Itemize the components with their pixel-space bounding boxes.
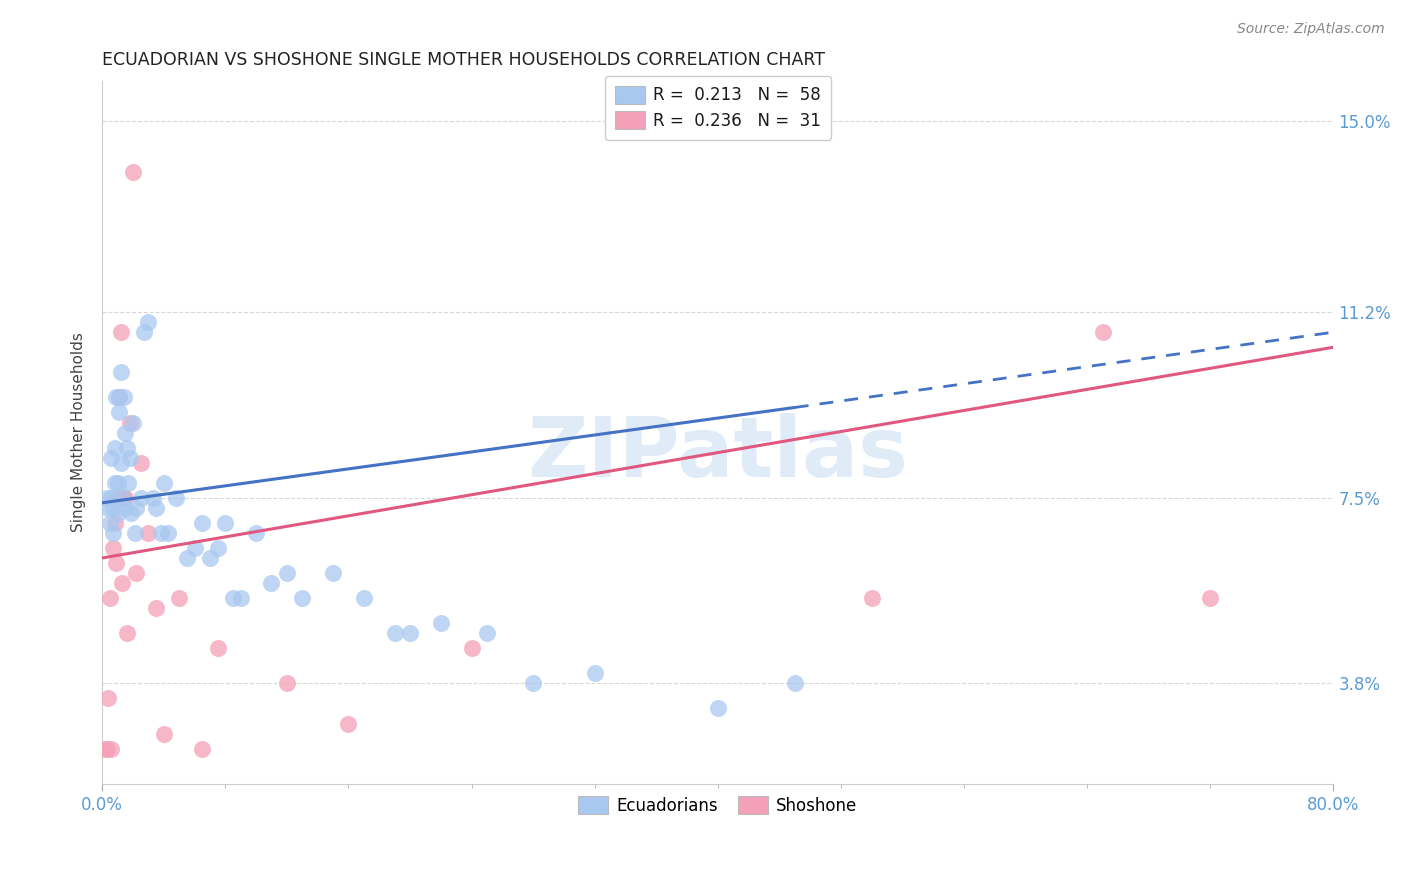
Text: Source: ZipAtlas.com: Source: ZipAtlas.com: [1237, 22, 1385, 37]
Point: [108, 391, 131, 405]
Point: [707, 701, 730, 715]
Point: [245, 525, 267, 540]
Point: [98, 516, 121, 530]
Point: [291, 591, 314, 606]
Point: [97, 691, 120, 706]
Point: [430, 616, 453, 631]
Point: [152, 475, 174, 490]
Point: [105, 391, 128, 405]
Point: [103, 441, 125, 455]
Point: [353, 591, 375, 606]
Point: [125, 500, 148, 515]
Point: [114, 425, 136, 440]
Point: [103, 475, 125, 490]
Point: [96, 741, 118, 756]
Point: [110, 325, 132, 339]
Point: [165, 491, 187, 505]
Point: [132, 325, 155, 339]
Point: [167, 591, 190, 606]
Point: [122, 416, 145, 430]
Point: [124, 525, 146, 540]
Point: [322, 566, 344, 580]
Point: [260, 576, 283, 591]
Point: [149, 525, 172, 540]
Point: [145, 500, 167, 515]
Text: ECUADORIAN VS SHOSHONE SINGLE MOTHER HOUSEHOLDS CORRELATION CHART: ECUADORIAN VS SHOSHONE SINGLE MOTHER HOU…: [103, 51, 825, 69]
Point: [384, 626, 406, 640]
Point: [118, 416, 141, 430]
Point: [101, 541, 124, 555]
Point: [105, 556, 128, 570]
Point: [112, 391, 135, 405]
Point: [337, 716, 360, 731]
Point: [276, 566, 298, 580]
Point: [115, 626, 138, 640]
Point: [114, 500, 136, 515]
Point: [101, 525, 124, 540]
Point: [100, 450, 122, 465]
Point: [460, 641, 482, 656]
Legend: Ecuadorians, Shoshone: Ecuadorians, Shoshone: [568, 786, 868, 824]
Point: [107, 491, 129, 505]
Point: [94, 741, 117, 756]
Point: [522, 676, 544, 690]
Point: [1091, 325, 1114, 339]
Point: [783, 676, 806, 690]
Point: [475, 626, 498, 640]
Point: [96, 491, 118, 505]
Point: [860, 591, 883, 606]
Point: [142, 491, 165, 505]
Point: [183, 541, 205, 555]
Point: [583, 666, 606, 681]
Point: [229, 591, 252, 606]
Point: [138, 525, 160, 540]
Point: [191, 516, 214, 530]
Point: [176, 551, 198, 566]
Point: [120, 506, 142, 520]
Point: [117, 475, 139, 490]
Point: [110, 365, 132, 379]
Point: [207, 541, 229, 555]
Point: [145, 601, 167, 615]
Point: [100, 741, 122, 756]
Point: [115, 441, 138, 455]
Point: [276, 676, 298, 690]
Point: [112, 491, 135, 505]
Point: [108, 391, 131, 405]
Point: [129, 491, 152, 505]
Text: ZIPatlas: ZIPatlas: [527, 413, 908, 494]
Point: [107, 475, 129, 490]
Point: [152, 726, 174, 740]
Point: [98, 591, 121, 606]
Point: [111, 491, 134, 505]
Point: [1199, 591, 1222, 606]
Point: [129, 456, 152, 470]
Point: [198, 551, 221, 566]
Point: [191, 741, 214, 756]
Point: [125, 566, 148, 580]
Point: [114, 491, 136, 505]
Point: [399, 626, 422, 640]
Point: [107, 506, 129, 520]
Point: [97, 500, 120, 515]
Point: [157, 525, 180, 540]
Point: [111, 576, 134, 591]
Point: [103, 516, 125, 530]
Point: [214, 516, 236, 530]
Point: [222, 591, 245, 606]
Point: [108, 405, 131, 419]
Point: [100, 491, 122, 505]
Point: [122, 164, 145, 178]
Point: [118, 450, 141, 465]
Point: [207, 641, 229, 656]
Y-axis label: Single Mother Households: Single Mother Households: [72, 333, 86, 533]
Point: [110, 456, 132, 470]
Point: [101, 500, 124, 515]
Point: [138, 315, 160, 329]
